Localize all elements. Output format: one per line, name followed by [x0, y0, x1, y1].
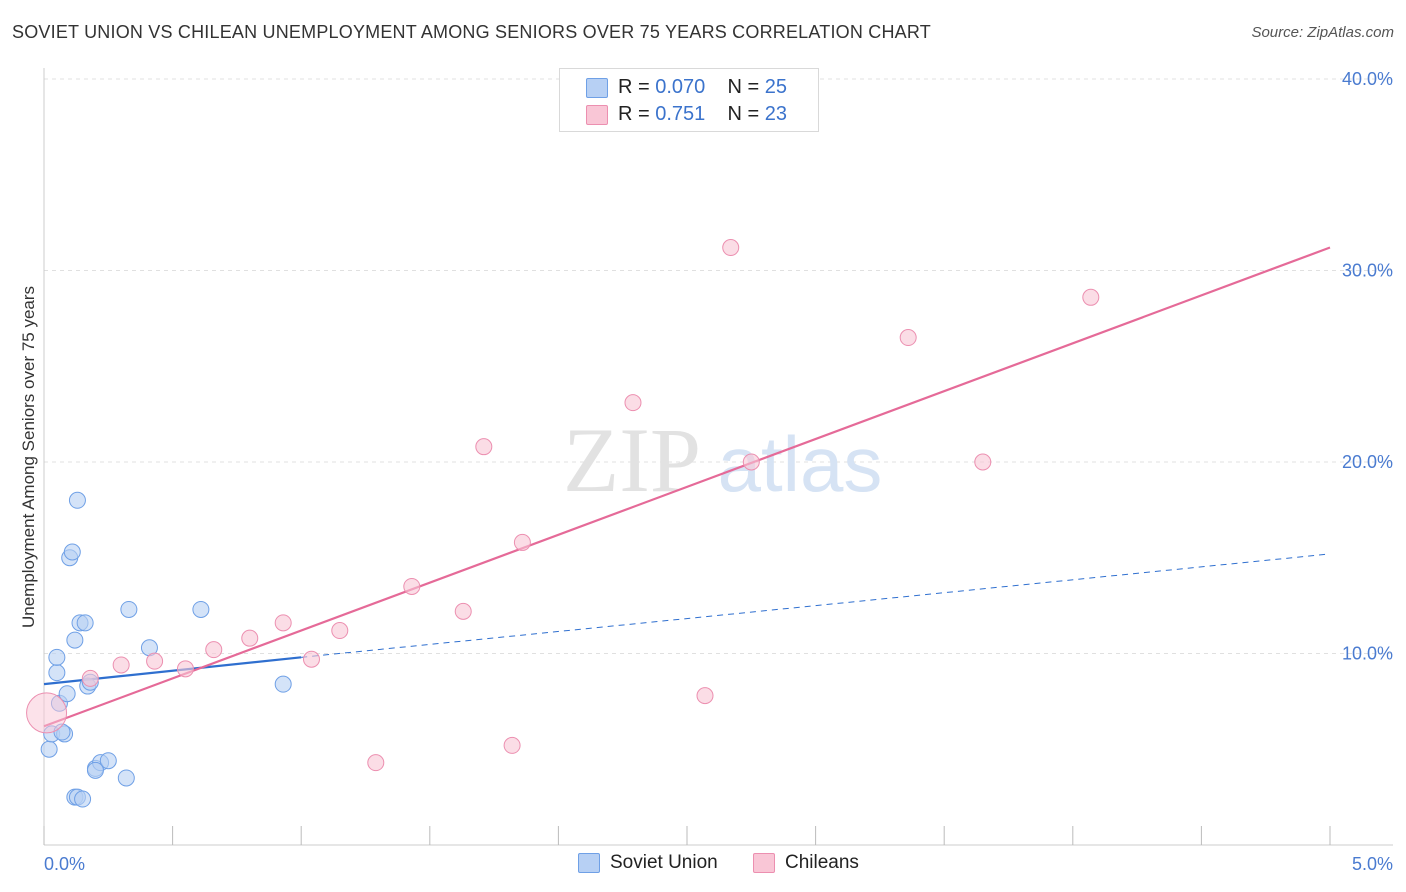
- soviet-union-point: [58, 685, 76, 703]
- chileans-swatch: [753, 853, 775, 873]
- soviet-union-point: [192, 600, 210, 618]
- soviet-union-trend-extension: [301, 553, 1331, 658]
- chileans-point: [403, 577, 421, 595]
- chileans-point: [475, 438, 493, 456]
- axes: [43, 68, 1393, 846]
- x-tick-label: 5.0%: [1352, 854, 1393, 874]
- chileans-point: [331, 622, 349, 640]
- watermark: ZIP atlas: [563, 409, 882, 511]
- chileans-point: [176, 660, 194, 678]
- chileans-point: [1082, 288, 1100, 306]
- y-tick-label: 10.0%: [1342, 644, 1393, 664]
- watermark-zip: ZIP: [563, 409, 701, 511]
- chileans-trend-line: [43, 246, 1331, 728]
- legend-n-value: 25: [764, 76, 788, 98]
- y-axis-label: Unemployment Among Seniors over 75 years: [19, 286, 38, 628]
- legend-r-label: R =: [618, 76, 656, 98]
- chileans-point: [205, 641, 223, 659]
- chileans-point: [899, 329, 917, 347]
- soviet-union-point: [48, 648, 66, 666]
- legend-n-label: N =: [727, 76, 765, 98]
- trend-lines: [43, 246, 1331, 728]
- chileans-point: [367, 754, 385, 772]
- chileans-point: [112, 656, 130, 674]
- chileans-point: [454, 602, 472, 620]
- chileans-point: [81, 669, 99, 687]
- y-tick-label: 40.0%: [1342, 69, 1393, 89]
- tick-labels: 10.0% 20.0% 30.0% 40.0% 0.0% 5.0%: [44, 69, 1393, 874]
- chileans-point: [696, 687, 714, 705]
- chileans-point: [503, 736, 521, 754]
- soviet-union-point: [68, 491, 86, 509]
- chileans-point: [146, 652, 164, 670]
- y-tick-label: 20.0%: [1342, 452, 1393, 472]
- chileans-point: [26, 692, 68, 734]
- y-tick-label: 30.0%: [1342, 261, 1393, 281]
- soviet-union-swatch: [586, 78, 608, 98]
- chileans-point: [742, 453, 760, 471]
- chileans-point: [722, 239, 740, 257]
- legend-r-value: 0.751: [655, 103, 706, 125]
- soviet-union-point: [117, 769, 135, 787]
- legend-n-value: 23: [764, 103, 788, 125]
- soviet-union-point: [274, 675, 292, 693]
- chart-title: SOVIET UNION VS CHILEAN UNEMPLOYMENT AMO…: [12, 22, 931, 42]
- soviet-union-point: [74, 790, 92, 808]
- chileans-point: [624, 394, 642, 412]
- chileans-point: [241, 629, 259, 647]
- chileans-point: [302, 650, 320, 668]
- soviet-union-point: [48, 664, 66, 682]
- soviet-union-point: [86, 761, 104, 779]
- soviet-union-point: [120, 600, 138, 618]
- legend-label-chileans: Chileans: [785, 852, 859, 873]
- legend-n-label: N =: [727, 103, 765, 125]
- chart-source: Source: ZipAtlas.com: [1251, 24, 1394, 41]
- legend-r-value: 0.070: [655, 76, 706, 98]
- chileans-point: [974, 453, 992, 471]
- correlation-legend: R = 0.070 N = 25 R = 0.751 N = 23: [559, 68, 819, 132]
- soviet-union-point: [40, 740, 58, 758]
- soviet-union-point: [76, 614, 94, 632]
- soviet-union-swatch: [578, 853, 600, 873]
- data-points: [26, 239, 1100, 808]
- soviet-union-point: [99, 752, 117, 770]
- chileans-point: [274, 614, 292, 632]
- soviet-union-point: [66, 631, 84, 649]
- chileans-point: [513, 533, 531, 551]
- legend-label-soviet-union: Soviet Union: [610, 852, 718, 873]
- soviet-union-point: [63, 543, 81, 561]
- chileans-swatch: [586, 105, 608, 125]
- watermark-atlas: atlas: [718, 420, 883, 508]
- legend-r-label: R =: [618, 103, 656, 125]
- x-tick-label: 0.0%: [44, 854, 85, 874]
